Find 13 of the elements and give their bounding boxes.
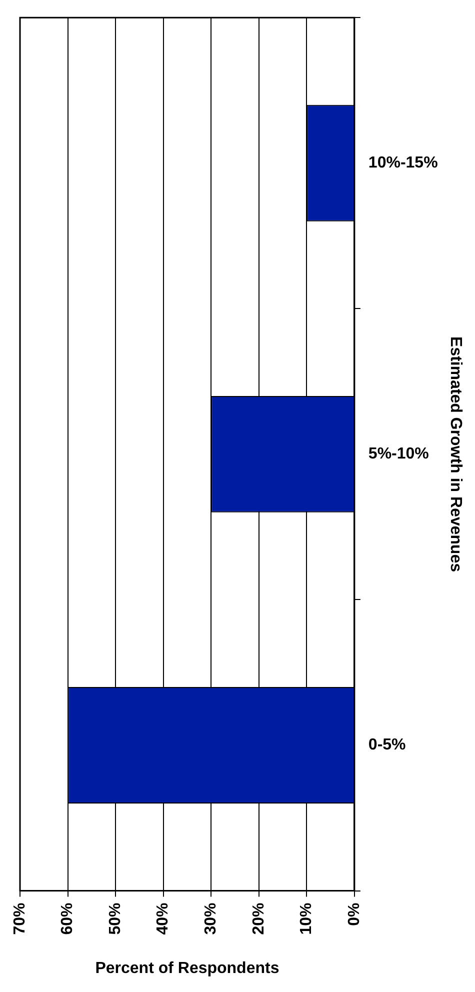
x-tick-label: 10% [298,902,316,935]
x-tick-label: 70% [11,902,28,935]
y-tick-label: 0-5% [368,736,406,754]
x-tick-label: 30% [202,902,220,935]
y-tick-label: 10%-15% [368,154,438,172]
x-tick-label: 0% [346,902,363,926]
x-tick-label: 60% [59,902,76,935]
x-tick-label: 40% [154,902,172,935]
x-axis-title: Percent of Respondents [95,960,280,977]
x-tick-label: 20% [250,902,268,935]
x-tick-label: 50% [106,902,124,935]
y-tick-label: 5%-10% [368,446,429,463]
y-axis-title: Estimated Growth in Revenues [446,336,464,572]
